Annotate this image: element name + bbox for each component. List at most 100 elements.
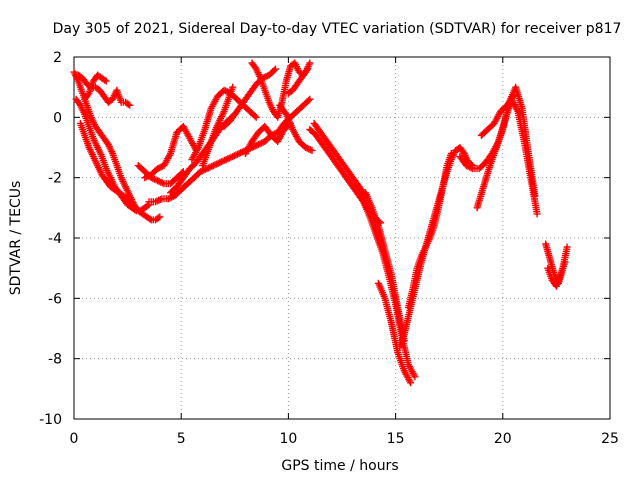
data-point [213, 160, 221, 168]
y-tick-label: 0 [53, 110, 62, 126]
x-tick-label: 20 [494, 431, 512, 447]
data-point [306, 59, 314, 67]
data-point [146, 215, 154, 223]
series-arc-11 [199, 83, 237, 170]
data-point [141, 174, 149, 182]
data-point [201, 165, 209, 173]
series-arc-14 [242, 119, 294, 157]
data-point [234, 150, 241, 158]
data-point [533, 210, 541, 218]
data-point [308, 147, 316, 154]
y-axis-label: SDTVAR / TECUs [8, 181, 24, 296]
x-tick-label: 10 [279, 431, 297, 447]
data-point [251, 112, 259, 120]
data-point [272, 65, 279, 73]
series-arc-12 [220, 65, 279, 130]
data-point [305, 145, 313, 153]
grid-lines [74, 57, 610, 419]
data-point [447, 150, 455, 157]
data-point [157, 163, 165, 171]
data-point [305, 96, 313, 104]
data-point [411, 373, 419, 381]
series-arc-28 [544, 258, 569, 290]
data-point [102, 77, 110, 85]
data-point [216, 159, 224, 167]
y-tick-label: -8 [48, 352, 62, 368]
data-point [219, 157, 227, 165]
data-point [155, 196, 163, 204]
series-arc-13 [248, 59, 312, 121]
data-point [131, 206, 139, 214]
axis-ticks [73, 56, 611, 420]
data-point [124, 100, 132, 108]
data-point [208, 162, 216, 170]
data-point [155, 164, 163, 172]
data-point [508, 94, 516, 102]
data-point [467, 164, 475, 172]
x-tick-label: 5 [177, 431, 186, 447]
series-arc-25 [473, 83, 539, 212]
data-point [144, 202, 152, 210]
data-point [561, 258, 569, 266]
data-point [200, 166, 208, 174]
data-point [126, 101, 134, 109]
data-point [466, 163, 474, 171]
series-arc-16 [284, 59, 314, 97]
series-arc-21 [374, 279, 415, 387]
y-tick-labels: -10 -8 -6 -4 -2 0 2 [39, 50, 62, 428]
series-arc-15 [276, 101, 316, 154]
data-point [155, 177, 163, 185]
data-point [225, 154, 233, 162]
data-point [229, 153, 237, 161]
data-point [203, 165, 211, 173]
data-point [205, 164, 212, 172]
data-point [144, 172, 152, 180]
series-arc-8 [141, 122, 200, 182]
data-point [158, 179, 166, 187]
data-point [407, 379, 415, 387]
data-point [220, 86, 228, 94]
x-tick-label: 25 [601, 431, 619, 447]
data-point [156, 213, 164, 221]
data-point [510, 92, 517, 100]
data-point [270, 66, 278, 74]
data-point [252, 113, 260, 121]
series-arc-23 [405, 150, 455, 311]
data-marks [70, 59, 571, 387]
data-point [152, 176, 160, 184]
series-arc-3 [76, 119, 136, 206]
data-point [222, 156, 230, 164]
x-tick-labels: 0 5 10 15 20 25 [70, 431, 619, 447]
data-point [254, 141, 262, 148]
series-arc-26 [477, 92, 517, 139]
data-point [464, 162, 472, 170]
series-arc-19 [353, 180, 419, 381]
y-tick-label: -10 [39, 412, 62, 428]
chart-title: Day 305 of 2021, Sidereal Day-to-day VTE… [53, 21, 622, 37]
y-tick-label: 2 [53, 50, 62, 66]
data-point [101, 76, 109, 84]
data-point [152, 198, 159, 206]
series-arc-20 [362, 189, 408, 345]
data-point [154, 165, 162, 173]
data-point [251, 142, 259, 150]
data-point [302, 144, 310, 151]
y-tick-label: -6 [48, 291, 62, 307]
data-point [230, 152, 238, 160]
series-arc-5 [81, 71, 110, 103]
data-point [229, 83, 237, 91]
x-axis-label: GPS time / hours [281, 458, 398, 474]
y-tick-label: -2 [48, 171, 62, 187]
data-point [197, 168, 204, 176]
data-point [164, 195, 172, 203]
data-point [306, 95, 314, 103]
data-point [462, 162, 470, 170]
data-point [209, 162, 217, 170]
y-tick-label: -4 [48, 231, 62, 247]
data-point [128, 198, 136, 206]
data-point [531, 192, 539, 200]
series-arc-4 [74, 71, 134, 109]
data-point [127, 197, 134, 205]
series-arc-22 [396, 144, 477, 351]
